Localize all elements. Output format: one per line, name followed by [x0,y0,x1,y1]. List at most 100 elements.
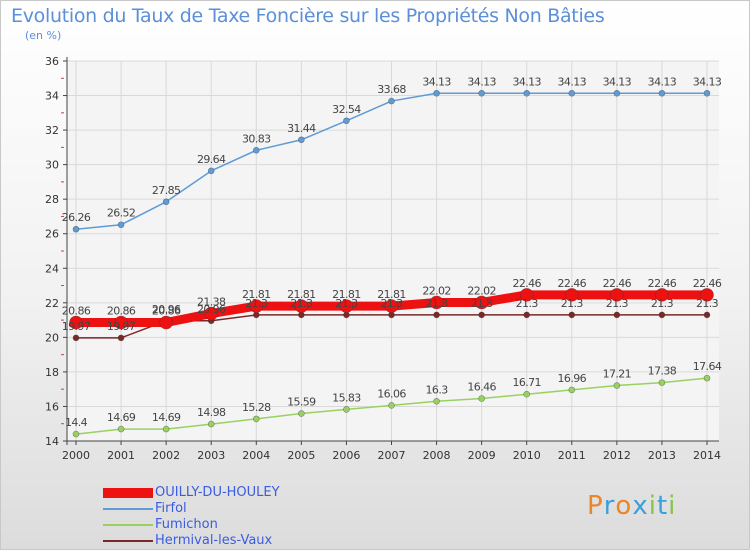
data-label: 34.13 [467,75,496,88]
data-point [162,198,170,206]
x-tick-label: 2004 [242,449,270,462]
data-label: 31.44 [287,122,316,135]
data-label: 26.26 [62,211,91,224]
data-label: 21.3 [696,297,719,310]
x-tick-label: 2010 [513,449,541,462]
data-label: 21.3 [516,297,539,310]
data-point [207,420,215,428]
data-label: 20.86 [62,305,91,318]
data-label: 29.64 [197,153,226,166]
data-label: 17.64 [693,360,722,373]
data-label: 15.59 [287,396,316,409]
data-label: 20.96 [197,303,226,316]
logo-letter: i [648,491,657,521]
data-point [478,395,485,402]
data-point [700,288,714,302]
data-point [478,311,485,319]
data-point [249,299,264,313]
data-label: 26.52 [107,207,136,220]
data-label: 22.46 [648,277,677,290]
data-point [564,288,579,302]
data-label: 21.3 [290,297,313,310]
data-label: 34.13 [648,75,677,88]
data-label: 22.46 [693,277,722,290]
data-label: 21.3 [245,297,268,310]
data-point [252,147,260,154]
legend-swatch [103,524,153,526]
data-label: 34.13 [603,75,632,88]
legend-label: OUILLY-DU-HOULEY [155,485,280,500]
data-label: 21.3 [380,297,403,310]
legend-item: Hermival-les-Vaux [103,533,363,549]
data-point [610,288,624,302]
data-label: 21.3 [606,297,629,310]
plot-area [67,61,719,441]
data-point [384,299,399,313]
data-label: 14.98 [197,406,226,419]
y-tick-label: 30 [45,159,59,172]
data-point [388,97,395,105]
data-point [433,311,440,319]
data-point [523,311,531,319]
data-point [478,90,485,97]
data-point [613,311,621,319]
y-tick-label: 24 [45,262,59,275]
data-label: 17.38 [648,365,677,378]
data-point [117,334,125,342]
y-tick-label: 22 [45,297,59,310]
data-label: 16.46 [467,381,496,394]
legend-item: OUILLY-DU-HOULEY [103,485,363,501]
data-label: 34.13 [693,75,722,88]
data-label: 20.86 [152,305,181,318]
data-label: 14.69 [152,411,181,424]
logo-letter: r [603,491,616,521]
data-label: 30.83 [242,132,271,145]
legend: OUILLY-DU-HOULEY Firfol Fumichon Hermival-l… [103,485,363,549]
x-tick-label: 2009 [468,449,496,462]
data-label: 21.3 [335,297,358,310]
data-point [343,117,350,125]
data-point [72,334,80,342]
data-label: 14.69 [107,411,136,424]
x-tick-label: 2014 [693,449,721,462]
data-label: 22.46 [603,277,632,290]
data-point [523,90,531,97]
data-point [523,390,531,398]
legend-swatch [103,540,153,542]
data-point [207,167,215,175]
data-label: 22.46 [512,277,541,290]
data-label: 21.3 [471,297,494,310]
data-label: 32.54 [332,103,361,116]
data-point [298,410,305,417]
data-label: 15.83 [332,391,361,404]
data-point [433,90,440,97]
y-tick-label: 26 [45,228,59,241]
data-label: 34.13 [512,75,541,88]
data-label: 16.96 [558,372,587,385]
data-label: 33.68 [377,83,406,96]
logo-letter: i [668,491,677,521]
data-point [252,415,260,423]
data-point [294,299,309,313]
x-tick-label: 2007 [378,449,406,462]
y-tick-label: 34 [45,90,59,103]
logo-letter: P [587,491,604,521]
data-point [433,397,440,405]
data-point [114,315,128,330]
data-point [613,382,621,389]
logo-letter: x [632,491,649,521]
x-tick-label: 2000 [62,449,90,462]
data-label: 17.21 [603,368,632,381]
data-label: 34.13 [422,75,451,88]
data-point [658,311,666,319]
y-tick-label: 32 [45,124,59,137]
legend-label: Fumichon [155,517,218,532]
x-tick-label: 2002 [152,449,180,462]
data-label: 19.97 [62,320,91,333]
data-label: 27.85 [152,184,181,197]
y-tick-label: 16 [45,400,59,413]
data-label: 21.81 [332,288,361,301]
data-label: 21.3 [426,297,449,310]
